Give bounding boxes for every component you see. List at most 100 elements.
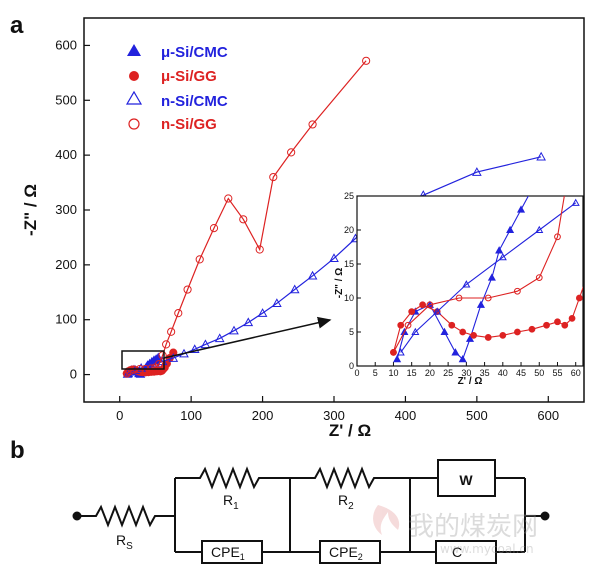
inset-data-point [495,246,504,254]
inset-series-line-2 [400,202,577,353]
inset-data-point [390,349,397,356]
inset-data-point [411,327,420,336]
cpe2-label: CPE2 [329,544,363,562]
inset-data-point [571,198,580,206]
inset-data-point [543,321,550,329]
zoom-region-box [121,350,165,370]
inset-y-tick-label: 10 [344,293,354,303]
inset-y-tick-label: 25 [344,191,354,201]
r2-label: R2 [338,492,354,512]
data-point [122,369,131,378]
inset-data-point [459,328,467,336]
inset-data-point [498,252,507,261]
flame-icon [373,505,400,535]
inset-data-point [487,273,496,281]
data-point [167,327,176,336]
resistor-r2 [290,466,410,490]
inset-x-tick-label: 30 [461,368,471,378]
x-tick-label: 100 [180,408,202,423]
watermark-url: www.mycoal.cn [440,542,534,556]
inset-data-point [528,325,536,333]
data-point [289,284,300,294]
legend-label-n-si-cmc: n-Si/CMC [161,93,228,110]
data-point [362,56,371,65]
data-point [209,224,219,233]
inset-data-point [506,225,515,234]
data-point [195,255,204,264]
data-point [224,194,233,203]
data-point [536,151,546,161]
data-point [272,298,282,307]
inset-data-point [470,332,478,339]
inset-data-point [484,294,492,302]
x-tick-label: 0 [116,408,123,423]
data-point [174,309,183,318]
inset-data-point [396,348,405,356]
data-point [239,215,248,224]
inset-data-point [404,321,412,329]
inset-y-tick-label: 0 [349,361,354,371]
inset-data-point [393,354,402,363]
panel-b-label: b [10,437,25,464]
inset-series-layer [390,152,583,363]
data-point [329,253,339,262]
legend-marker-mu-si-cmc [127,44,141,56]
inset-x-tick-label: 40 [498,368,508,378]
watermark: 我的煤炭网 www.mycoal.cn [373,505,538,556]
inset-data-point [419,301,426,309]
inset-data-point [554,318,561,326]
inset-x-tick-label: 50 [534,368,544,378]
x-axis-label: Z' / Ω [329,421,371,440]
panel-a-label: a [10,12,24,39]
inset-axis-ticks: 0 5 10 15 20 25 30 35 40 45 50 55 60 0 5 10 15 20 25 [344,191,581,378]
inset-data-point [561,321,569,329]
resistor-r1 [175,466,290,490]
inset-data-point [433,307,442,315]
data-point [125,367,134,376]
r1-label: R1 [223,492,239,512]
cpe2-element [319,540,381,564]
inset-data-point [514,287,521,295]
watermark-text: 我的煤炭网 [408,512,538,542]
y-axis-label: -Z" / Ω [21,184,40,236]
inset-y-axis-label: -Z" / Ω [334,268,345,299]
inset-data-point [535,225,544,234]
data-point [287,148,296,157]
inset-x-axis-label: Z' / Ω [458,376,483,387]
inset-data-point [514,328,521,336]
inset-x-tick-label: 60 [571,368,581,378]
data-point [307,270,318,280]
inset-data-point [408,308,416,315]
data-point [168,353,179,362]
x-tick-label: 400 [395,408,417,423]
resistor-rs [77,504,175,528]
data-point [308,120,317,129]
capacitor-element [435,540,497,564]
data-point [183,285,192,294]
c-label: C [452,544,462,560]
data-point [154,360,164,369]
data-point [243,317,254,327]
data-point [158,351,167,360]
inset-data-point [484,334,492,341]
inset-data-point [554,233,561,241]
inset-y-tick-label: 20 [344,225,354,235]
y-tick-label: 300 [55,202,77,217]
circuit-terminal-right [540,511,550,521]
x-tick-label: 500 [466,408,488,423]
data-point [189,344,200,354]
data-point [162,340,171,349]
inset-y-tick-label: 15 [344,259,354,269]
inset-data-point [568,315,576,322]
y-tick-label: 0 [70,367,77,382]
data-point [229,325,239,335]
inset-data-point [551,152,557,158]
y-tick-label: 400 [55,147,77,162]
x-tick-label: 300 [323,408,345,423]
legend: μ-Si/CMC μ-Si/GG n-Si/CMC n-Si/GG [125,44,228,133]
x-tick-label: 200 [252,408,274,423]
legend-marker-n-si-gg [128,118,140,130]
inset-data-point [462,280,471,288]
